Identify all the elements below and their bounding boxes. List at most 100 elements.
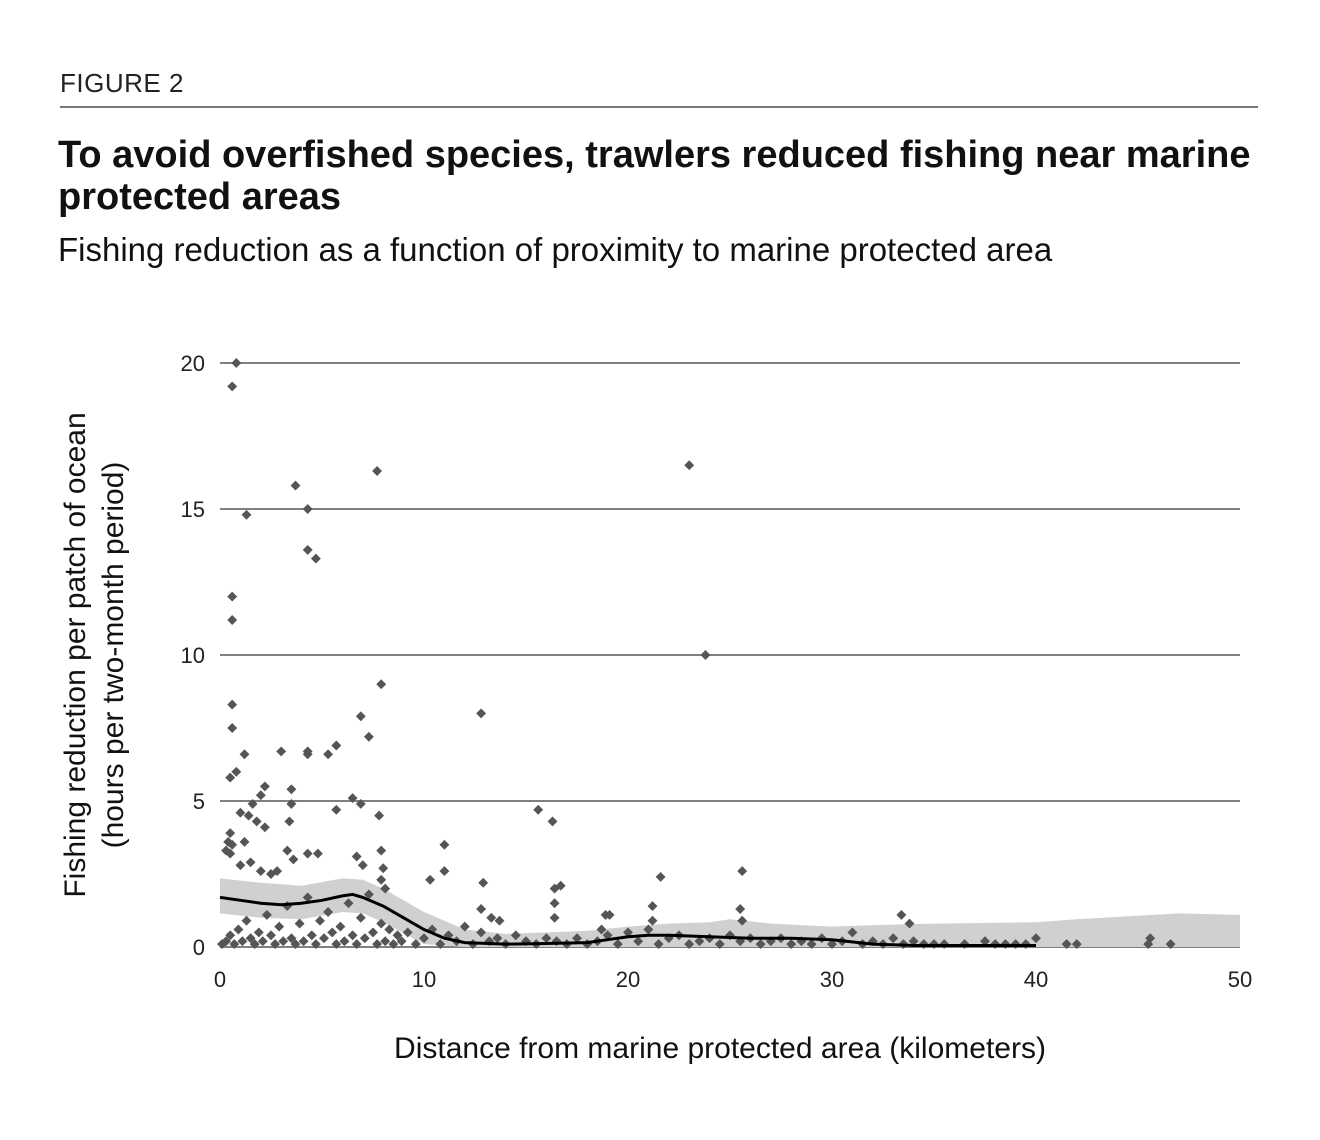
data-point — [402, 927, 413, 938]
confidence-band — [220, 878, 1240, 947]
data-point — [245, 933, 256, 944]
data-point — [655, 871, 666, 882]
data-point — [643, 924, 654, 935]
data-point — [253, 927, 264, 938]
data-point — [410, 939, 421, 950]
data-point — [229, 939, 240, 950]
data-point — [633, 936, 644, 947]
data-point — [363, 731, 374, 742]
grid-lines — [220, 362, 1240, 948]
data-point — [312, 848, 323, 859]
y-axis-label-line1: Fishing reduction per patch of ocean — [59, 412, 92, 897]
header-rule — [60, 106, 1258, 108]
data-point — [737, 915, 748, 926]
data-point — [494, 915, 505, 926]
data-point — [239, 749, 250, 760]
figure-label: FIGURE 2 — [60, 68, 184, 98]
data-point — [459, 921, 470, 932]
data-point — [225, 930, 236, 941]
data-point — [755, 939, 766, 950]
data-point — [623, 927, 633, 938]
data-point — [355, 912, 366, 923]
data-point — [274, 921, 285, 932]
data-point — [653, 939, 664, 950]
data-point — [261, 909, 272, 920]
data-point — [233, 924, 244, 935]
data-point — [714, 939, 725, 950]
data-point — [231, 766, 242, 777]
data-point — [323, 749, 334, 760]
data-point — [684, 939, 695, 950]
data-point — [276, 746, 287, 757]
data-point — [225, 828, 236, 839]
data-point — [243, 810, 254, 821]
data-point — [351, 939, 362, 950]
data-point — [298, 936, 309, 947]
data-point — [284, 816, 295, 827]
data-point — [227, 723, 238, 733]
data-point — [908, 936, 919, 947]
data-point — [227, 381, 238, 392]
data-point — [572, 933, 582, 944]
data-point — [904, 918, 915, 929]
data-point — [647, 901, 658, 912]
data-point — [247, 798, 258, 809]
data-point — [476, 927, 487, 938]
data-point — [541, 933, 552, 944]
y-tick-label: 0 — [193, 935, 205, 960]
data-point — [888, 933, 899, 944]
data-point — [476, 904, 487, 914]
x-axis-label: Distance from marine protected area (kil… — [394, 1032, 1046, 1065]
data-point — [237, 936, 248, 947]
data-point — [302, 504, 313, 514]
data-point — [249, 939, 260, 950]
data-point — [225, 772, 236, 783]
data-point — [255, 866, 266, 877]
data-point — [302, 848, 313, 859]
data-point — [302, 892, 313, 903]
data-point — [376, 918, 387, 929]
data-point — [372, 939, 383, 950]
data-point — [343, 898, 354, 909]
data-point — [270, 939, 281, 950]
data-point — [602, 930, 613, 941]
data-point — [331, 804, 342, 815]
data-point — [376, 874, 387, 885]
x-tick-label: 40 — [1024, 967, 1048, 992]
data-point — [384, 924, 395, 935]
data-point — [266, 930, 276, 941]
chart-title: To avoid overfished species, trawlers re… — [58, 134, 1251, 218]
y-axis-label-line2: (hours per two-month period) — [97, 462, 130, 849]
data-point — [359, 933, 370, 944]
data-point — [310, 939, 321, 950]
data-point — [331, 939, 342, 950]
data-point — [315, 915, 325, 926]
data-point — [239, 836, 250, 847]
data-point — [245, 857, 256, 868]
data-point — [286, 784, 297, 795]
data-point — [847, 927, 858, 938]
data-point — [225, 848, 236, 859]
data-point — [396, 936, 407, 947]
data-point — [288, 854, 299, 865]
x-tick-label: 20 — [616, 967, 640, 992]
data-point — [510, 930, 521, 941]
data-point — [372, 466, 383, 476]
data-point — [327, 927, 338, 938]
data-point — [227, 591, 238, 602]
data-point — [700, 650, 711, 660]
data-point — [596, 924, 607, 935]
data-point — [259, 822, 270, 833]
data-point — [290, 480, 301, 491]
data-point — [227, 839, 238, 850]
data-point — [290, 939, 301, 950]
data-point — [251, 816, 262, 827]
data-point — [694, 936, 705, 947]
data-point — [1143, 939, 1154, 950]
data-point — [331, 740, 342, 751]
data-point — [376, 679, 387, 690]
data-point — [392, 930, 403, 941]
y-tick-label: 5 — [193, 789, 205, 814]
data-points — [217, 358, 1176, 950]
